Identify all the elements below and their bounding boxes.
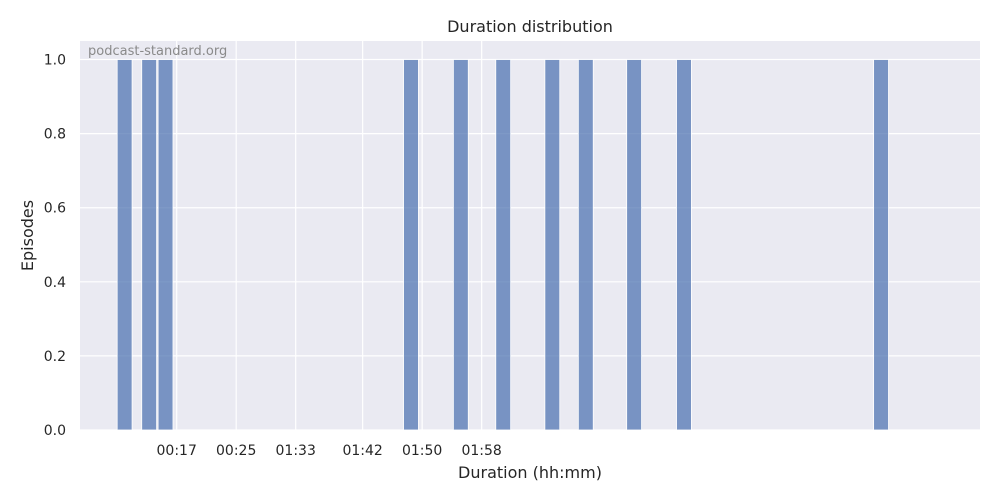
bar-6 [544,59,561,431]
y-tick-label-4: 0.8 [44,127,66,143]
bar-3 [403,59,419,431]
bars [116,59,889,431]
bar-9 [676,59,692,431]
bar-4 [452,59,469,431]
x-tick-label-3: 01:42 [342,443,382,459]
bar-0 [116,59,133,431]
x-tick-label-5: 01:58 [461,443,501,459]
y-tick-label-2: 0.4 [44,275,66,291]
y-tick-labels: 0.0 0.2 0.4 0.6 0.8 1.0 [44,53,66,439]
x-axis-label: Duration (hh:mm) [458,463,602,482]
x-tick-label-4: 01:50 [402,443,442,459]
bar-1 [141,59,158,431]
bar-8 [626,59,642,431]
x-tick-labels: 00:17 00:25 01:33 01:42 01:50 01:58 [157,443,502,459]
y-axis-label: Episodes [18,200,37,271]
x-tick-label-0: 00:17 [157,443,197,459]
y-tick-label-5: 1.0 [44,53,66,69]
y-tick-label-3: 0.6 [44,201,66,217]
grid-lines [80,41,980,431]
x-tick-label-1: 00:25 [216,443,256,459]
plot-background [80,41,980,430]
bar-5 [495,59,512,431]
watermark-text: podcast-standard.org [88,44,227,59]
chart-title: Duration distribution [447,17,613,36]
bar-7 [577,59,594,431]
bar-2 [157,59,174,431]
bar-10 [873,59,889,431]
x-tick-label-2: 01:33 [276,443,316,459]
y-tick-label-1: 0.2 [44,349,66,365]
y-tick-label-0: 0.0 [44,423,66,439]
